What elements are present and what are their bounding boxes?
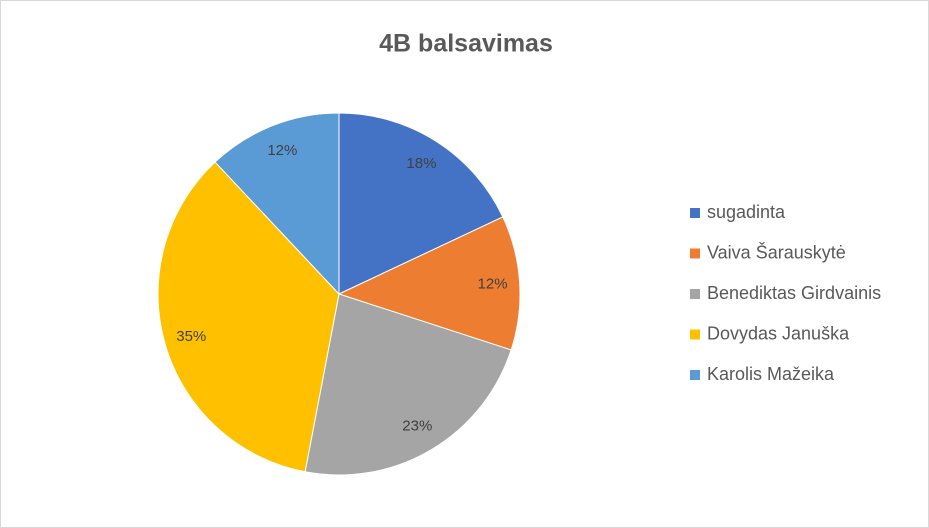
pie-slice xyxy=(214,112,340,296)
pie-slice xyxy=(337,216,521,351)
legend-label: Benediktas Girdvainis xyxy=(707,283,881,303)
data-label: 12% xyxy=(478,275,508,292)
legend-swatch xyxy=(690,329,700,340)
legend-label: Vaiva Šarauskytė xyxy=(707,241,846,262)
pie-slice xyxy=(157,161,340,473)
pie-slice xyxy=(304,293,512,476)
data-label: 23% xyxy=(402,417,432,434)
data-label: 18% xyxy=(406,155,436,172)
legend-swatch xyxy=(690,208,700,218)
legend-label: Dovydas Januška xyxy=(707,323,850,343)
legend-swatch xyxy=(690,370,700,380)
legend-swatch xyxy=(690,248,700,259)
legend-label: Karolis Mažeika xyxy=(707,364,835,384)
data-label: 35% xyxy=(176,328,206,345)
chart-title: 4B balsavimas xyxy=(379,30,553,58)
data-label: 12% xyxy=(267,142,297,159)
pie-slice xyxy=(338,112,504,295)
legend-swatch xyxy=(690,289,700,299)
legend-label: sugadinta xyxy=(707,202,786,222)
